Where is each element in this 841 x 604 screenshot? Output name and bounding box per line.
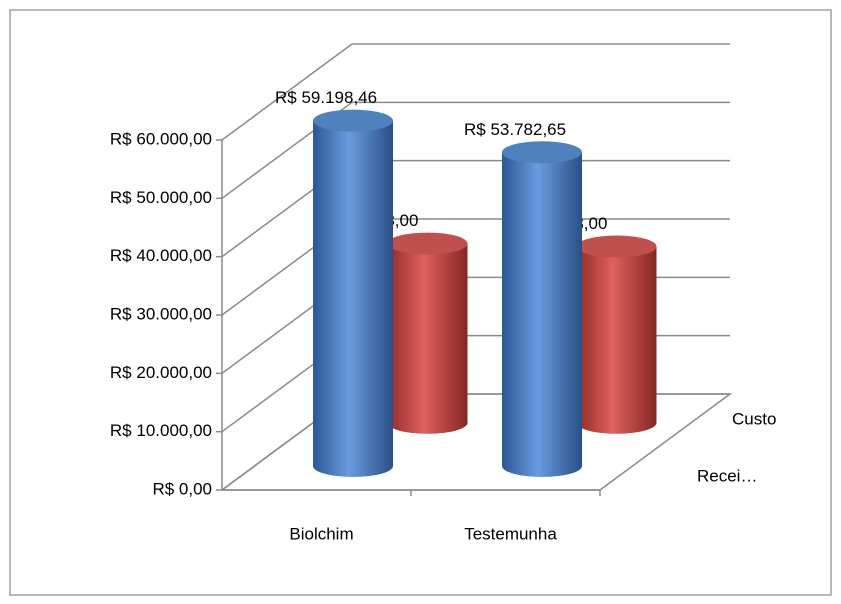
y-tick-label: R$ 30.000,00 (110, 304, 212, 323)
cylinder-body (313, 120, 393, 477)
cylinder (387, 232, 468, 434)
data-label: R$ 59.198,46 (275, 88, 377, 107)
cylinder-body (502, 152, 582, 477)
cylinder-top (387, 232, 468, 255)
y-tick-label: R$ 10.000,00 (110, 421, 212, 440)
cylinder-body (387, 243, 468, 434)
x-tick-label: Testemunha (464, 524, 557, 543)
y-tick-label: R$ 0,00 (152, 479, 212, 498)
y-tick-label: R$ 20.000,00 (110, 363, 212, 382)
cylinder (502, 141, 582, 477)
cylinder-top (313, 109, 393, 132)
cylinder-top (576, 235, 657, 258)
legend-label: Custo (732, 409, 776, 428)
cylinder (313, 109, 393, 477)
y-tick-label: R$ 50.000,00 (110, 188, 212, 207)
y-tick-label: R$ 40.000,00 (110, 246, 212, 265)
cylinder-body (576, 246, 657, 434)
cylinder-top (502, 141, 582, 164)
legend-label: Recei… (697, 466, 757, 485)
x-tick-label: Biolchim (289, 524, 353, 543)
cylinder (576, 235, 657, 434)
grid-line-side (221, 43, 353, 141)
data-label: R$ 53.782,65 (464, 120, 566, 139)
y-tick-label: R$ 60.000,00 (110, 129, 212, 148)
